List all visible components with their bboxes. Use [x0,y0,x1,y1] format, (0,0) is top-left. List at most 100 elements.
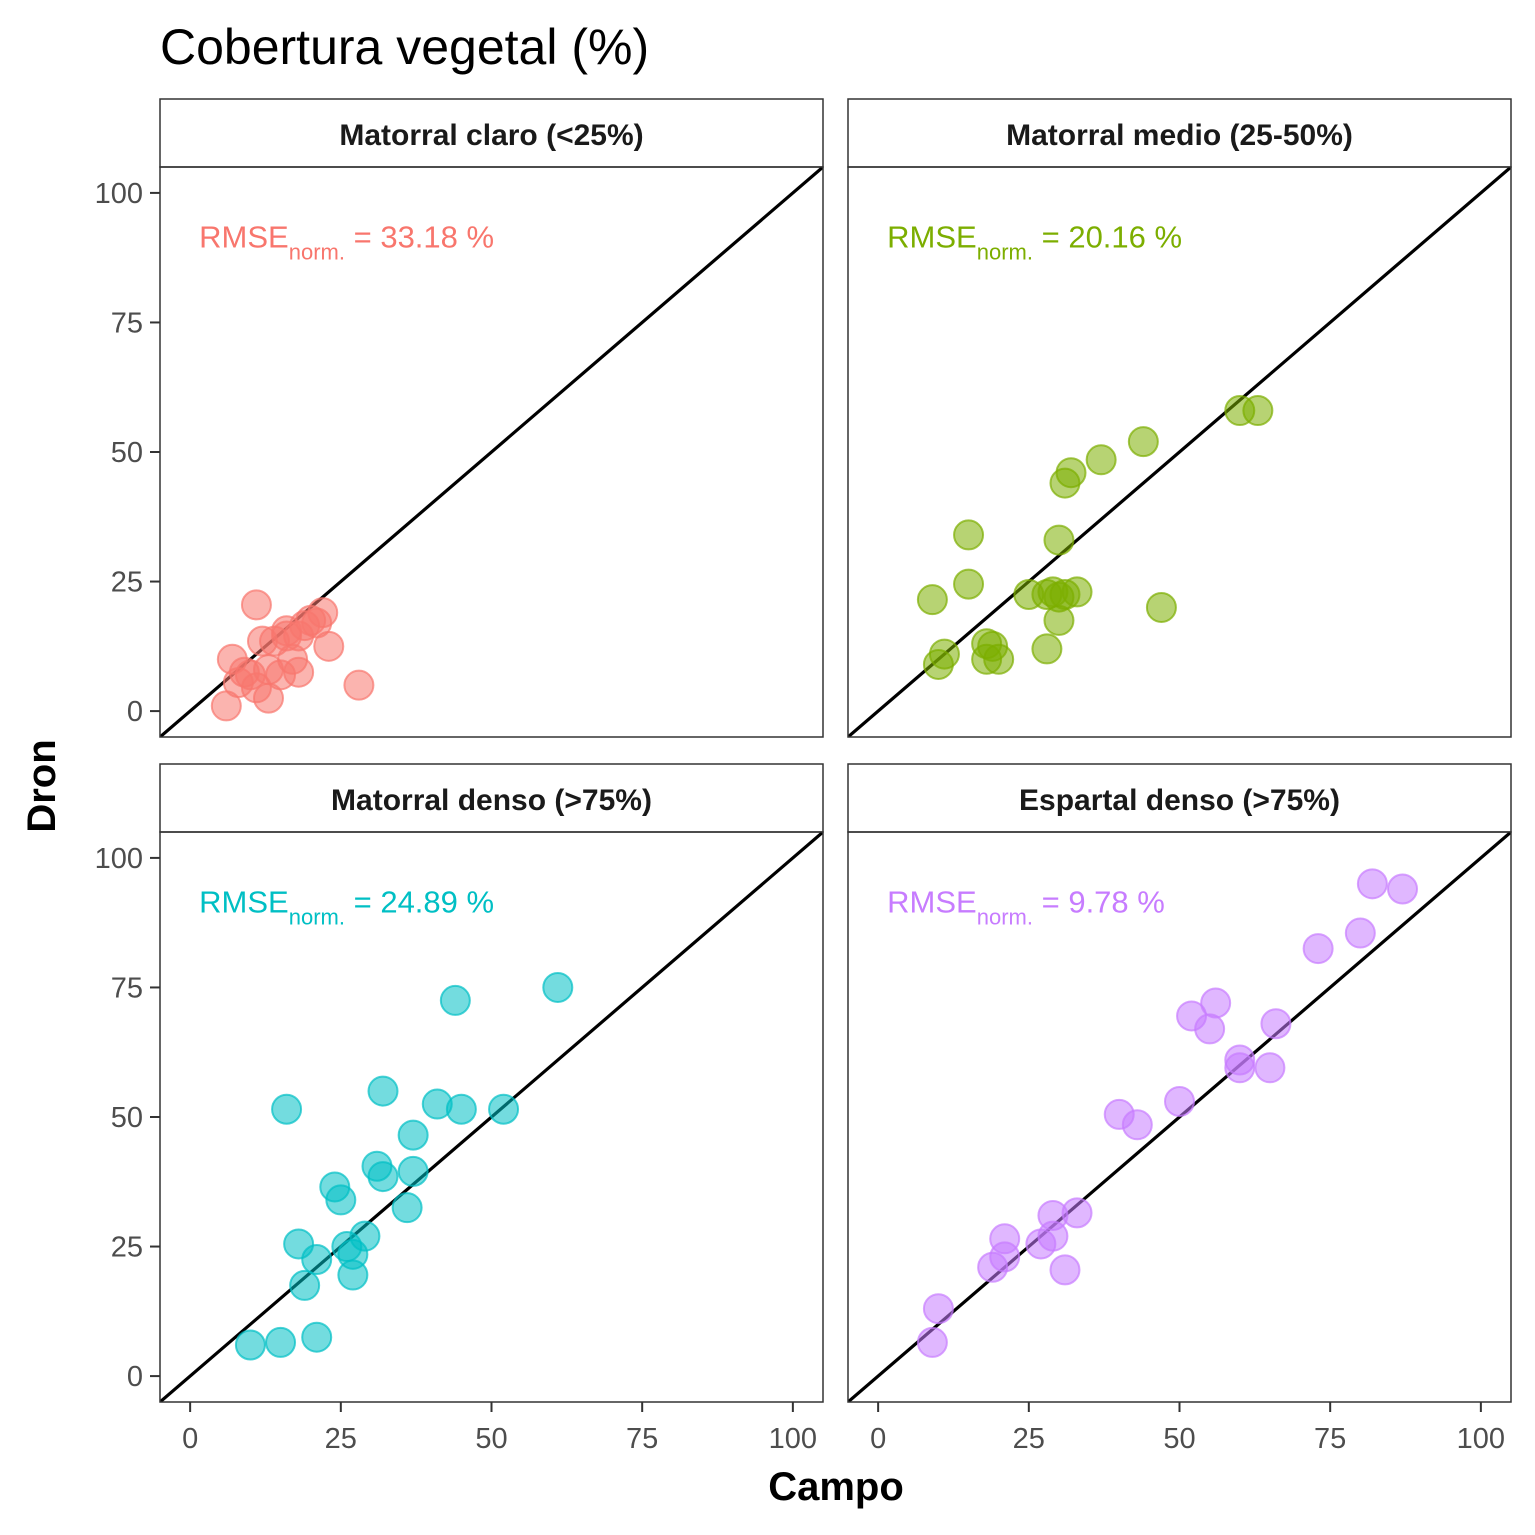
data-point [397,1155,429,1187]
rmse-annotation: RMSEnorm. = 20.16 % [887,219,1182,264]
x-tick-label: 25 [325,1423,357,1455]
data-point [1164,1085,1195,1117]
rmse-annotation: RMSEnorm. = 24.89 % [199,884,494,929]
rmse-subscript: norm. [289,239,345,264]
y-tick-label: 100 [95,178,143,210]
data-point [916,584,948,616]
data-point [439,984,471,1016]
data-point [1254,1052,1286,1084]
data-point [1145,591,1177,623]
rmse-base: RMSE [199,219,289,254]
data-point [337,1259,369,1291]
data-point [1127,426,1159,458]
x-tick-label: 25 [1013,1423,1045,1455]
facet-strip [159,763,824,833]
data-point [1061,576,1093,608]
data-point [1194,1013,1226,1045]
data-point [1121,1109,1153,1141]
data-point [1037,1220,1069,1252]
rmse-annotation: RMSEnorm. = 9.78 % [887,884,1165,929]
data-point [1242,395,1274,427]
facet-strip [847,98,1512,168]
data-point [1302,933,1334,965]
data-point [1049,1254,1081,1286]
facet-panel: Matorral claro (<25%) RMSEnorm. = 33.18 %… [95,98,824,738]
data-point [983,643,1015,675]
y-tick-label: 25 [111,567,143,599]
facet-panel: Matorral medio (25-50%) RMSEnorm. = 20.16… [847,98,1512,738]
data-point [916,1326,948,1358]
data-point [1055,457,1087,489]
facet-strip-label: Espartal denso (>75%) [1019,784,1340,817]
rmse-base: RMSE [887,219,977,254]
data-point [343,669,375,701]
x-tick-label: 100 [769,1423,817,1455]
data-point [367,1161,399,1193]
rmse-base: RMSE [199,884,289,919]
rmse-annotation: RMSEnorm. = 33.18 % [199,219,494,264]
data-point [989,1241,1021,1273]
rmse-subscript: norm. [289,904,345,929]
x-tick-label: 100 [1457,1423,1505,1455]
rmse-value: = 9.78 % [1033,884,1165,919]
data-point [397,1119,429,1151]
data-point [313,630,345,662]
rmse-value: = 20.16 % [1033,219,1182,254]
data-point [1260,1008,1292,1040]
data-point [367,1075,399,1107]
data-point [283,656,315,688]
data-point [1387,873,1419,905]
data-point [240,589,272,621]
y-tick-label: 0 [127,696,143,728]
data-point [301,1244,333,1275]
x-axis-title: Campo [768,1465,904,1509]
x-tick-label: 75 [626,1423,658,1455]
rmse-value: = 33.18 % [345,219,494,254]
data-point [307,597,339,629]
data-point [289,1269,321,1301]
facet-panel: Espartal denso (>75%) RMSEnorm. = 9.78 % 0… [847,763,1512,1455]
y-tick-label: 25 [111,1232,143,1264]
data-point [1061,1197,1093,1229]
facet-strip [159,98,824,168]
rmse-subscript: norm. [977,239,1033,264]
data-point [542,971,574,1003]
y-tick-label: 50 [111,437,143,469]
data-point [1031,633,1063,665]
x-tick-label: 0 [870,1423,886,1455]
identity-line [848,832,1511,1402]
data-point [922,1293,954,1325]
data-point [445,1093,477,1125]
x-tick-label: 75 [1314,1423,1346,1455]
data-point [1085,444,1117,476]
data-point [953,568,985,600]
x-tick-label: 50 [1163,1423,1195,1455]
y-tick-label: 100 [95,843,143,875]
data-point [1356,868,1388,900]
data-point [391,1192,423,1224]
facet-strip-label: Matorral medio (25-50%) [1006,119,1353,152]
facets-layer: Matorral claro (<25%)RMSEnorm. = 33.18 %… [95,98,1512,1455]
y-tick-label: 50 [111,1102,143,1134]
data-point [234,1329,266,1361]
data-point [349,1220,381,1252]
x-tick-label: 50 [475,1423,507,1455]
chart-title: Cobertura vegetal (%) [160,19,649,75]
y-tick-label: 75 [111,972,143,1004]
data-point [488,1093,520,1125]
data-point [1344,917,1376,949]
data-point [953,519,985,551]
data-point [1200,987,1232,1019]
data-point [325,1184,357,1216]
identity-line [848,167,1511,737]
y-axis-title: Dron [20,739,64,832]
data-point [928,638,960,670]
data-point [301,1321,333,1353]
y-tick-label: 75 [111,307,143,339]
panel-border [847,166,1512,738]
facet-strip-label: Matorral denso (>75%) [331,784,652,817]
data-point [271,1093,303,1125]
data-point [265,1326,297,1358]
